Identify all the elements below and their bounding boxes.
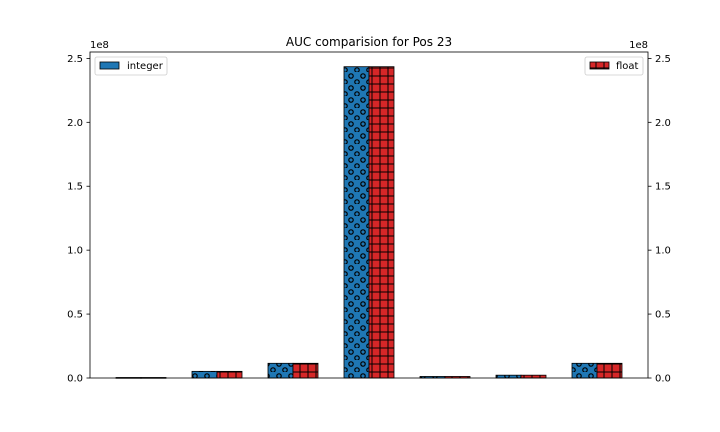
plot-frame bbox=[89, 51, 649, 379]
right-tick-label: 0.0 bbox=[655, 374, 671, 385]
legend-left-frame bbox=[94, 56, 168, 76]
right-axis-offset-label: 1e8 bbox=[629, 40, 648, 51]
bar-integer-3 bbox=[267, 362, 294, 379]
bar-integer-4 bbox=[343, 66, 370, 379]
bar-float-6 bbox=[520, 374, 547, 379]
left-tick-label: 1.0 bbox=[67, 246, 83, 257]
bars-group bbox=[115, 66, 623, 379]
bar-integer-6 bbox=[495, 374, 522, 379]
chart-title: AUC comparision for Pos 23 bbox=[286, 35, 452, 49]
left-tick-label: 1.5 bbox=[67, 182, 83, 193]
right-tick-label: 2.0 bbox=[655, 118, 671, 129]
right-tick-label: 0.5 bbox=[655, 310, 671, 321]
legend-right: float bbox=[584, 56, 644, 76]
bar-float-7 bbox=[596, 362, 623, 379]
bar-float-2 bbox=[216, 370, 243, 379]
bar-integer-7 bbox=[571, 362, 598, 379]
right-axis-ticks: 0.0 0.5 1.0 1.5 2.0 2.5 bbox=[648, 54, 671, 385]
left-tick-label: 0.0 bbox=[67, 374, 83, 385]
legend-integer-label: integer bbox=[127, 61, 164, 72]
legend-float-label: float bbox=[616, 61, 639, 72]
left-tick-label: 2.5 bbox=[67, 54, 83, 65]
legend-left: integer bbox=[94, 56, 168, 76]
left-tick-label: 2.0 bbox=[67, 118, 83, 129]
left-axis-ticks: 0.0 0.5 1.0 1.5 2.0 2.5 bbox=[67, 54, 90, 385]
right-tick-label: 1.0 bbox=[655, 246, 671, 257]
left-tick-label: 0.5 bbox=[67, 310, 83, 321]
bar-float-3 bbox=[292, 362, 319, 379]
bar-integer-2 bbox=[191, 370, 218, 379]
right-tick-label: 2.5 bbox=[655, 54, 671, 65]
right-tick-label: 1.5 bbox=[655, 182, 671, 193]
legend-integer-swatch bbox=[99, 61, 120, 70]
left-axis-offset-label: 1e8 bbox=[90, 40, 109, 51]
bar-float-4 bbox=[368, 66, 395, 379]
legend-float-swatch bbox=[589, 61, 610, 70]
legend-right-frame bbox=[584, 56, 644, 76]
